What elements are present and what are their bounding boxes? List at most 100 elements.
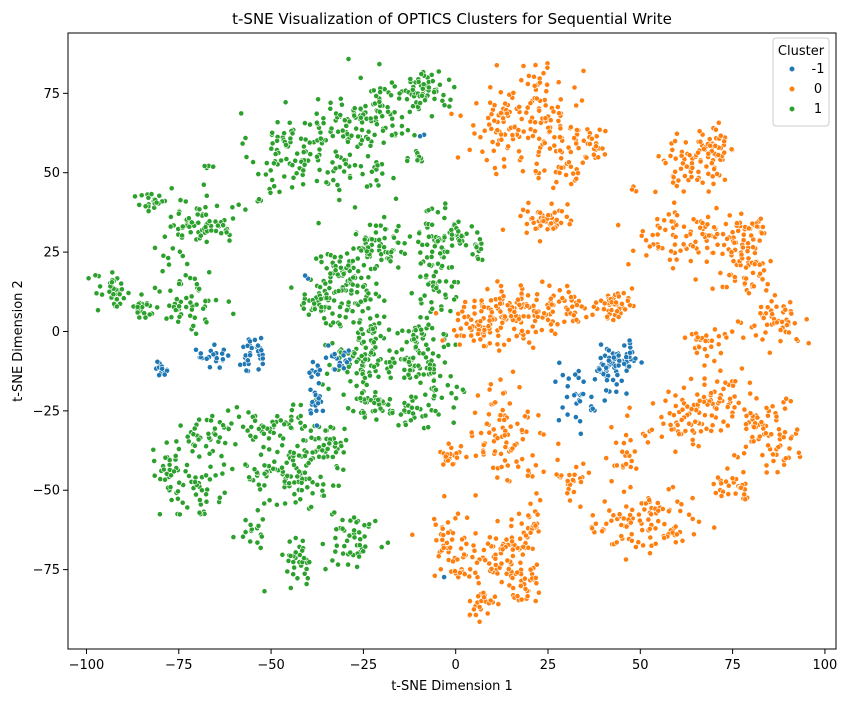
data-point (187, 299, 194, 306)
data-point (354, 282, 361, 289)
data-point (326, 362, 333, 368)
data-point (350, 408, 357, 414)
data-point (547, 117, 554, 124)
data-point (296, 468, 302, 475)
data-point (329, 310, 336, 317)
data-point (661, 521, 668, 527)
data-point (163, 315, 170, 322)
data-point (353, 382, 360, 389)
data-point (452, 515, 459, 522)
data-point (520, 206, 526, 213)
data-point (355, 268, 362, 275)
data-point (385, 108, 391, 115)
data-point (741, 450, 747, 457)
data-point (261, 500, 268, 507)
data-point (564, 394, 570, 400)
data-point (459, 308, 466, 315)
data-point (288, 407, 295, 413)
data-point (475, 255, 482, 262)
data-point (793, 336, 800, 343)
data-point (636, 511, 642, 518)
data-point (345, 405, 352, 412)
data-point (358, 247, 365, 254)
data-point (410, 336, 417, 343)
data-point (376, 108, 383, 115)
data-point (441, 574, 447, 580)
data-point (738, 484, 744, 491)
data-point (257, 486, 263, 493)
data-point (328, 125, 335, 132)
data-point (389, 115, 396, 122)
data-point (492, 562, 499, 568)
x-axis: −100 −75 −50 −25 0 25 50 75 100 (69, 649, 837, 673)
data-point (469, 251, 476, 258)
data-point (344, 537, 350, 544)
data-point (520, 128, 527, 135)
data-point (632, 355, 639, 362)
data-point (777, 338, 784, 344)
data-point (627, 437, 634, 444)
data-point (321, 315, 328, 322)
data-point (510, 90, 517, 96)
data-point (339, 525, 346, 532)
data-point (573, 102, 580, 109)
data-point (395, 264, 402, 271)
data-point (360, 283, 367, 290)
data-point (697, 158, 704, 165)
data-point (769, 311, 776, 317)
data-point (340, 352, 347, 359)
data-point (497, 412, 504, 419)
data-point (717, 367, 724, 374)
data-point (524, 472, 531, 479)
data-point (559, 404, 566, 411)
data-point (287, 585, 294, 591)
data-point (714, 171, 720, 177)
data-point (326, 285, 333, 291)
data-point (597, 355, 604, 361)
data-point (689, 495, 696, 501)
data-point (501, 432, 508, 439)
data-point (146, 311, 153, 318)
data-point (350, 245, 357, 252)
data-point (475, 580, 482, 586)
data-point (437, 250, 444, 257)
data-point (603, 387, 610, 394)
data-point (156, 192, 163, 199)
data-point (517, 583, 524, 589)
data-point (495, 332, 502, 339)
data-point (769, 403, 776, 410)
data-point (524, 302, 531, 309)
data-point (513, 458, 520, 465)
data-point (229, 204, 236, 211)
data-point (402, 421, 409, 428)
data-point (467, 566, 474, 573)
data-point (620, 290, 627, 296)
data-point (143, 301, 150, 308)
data-point (515, 463, 522, 470)
data-point (381, 214, 388, 220)
data-point (715, 474, 721, 481)
data-point (652, 540, 659, 547)
data-point (682, 139, 689, 146)
data-point (448, 111, 455, 117)
data-point (477, 318, 484, 325)
data-point (319, 541, 326, 547)
data-point (468, 332, 475, 339)
data-point (688, 406, 695, 412)
data-point (773, 303, 780, 310)
data-point (340, 449, 347, 456)
data-point (274, 449, 281, 455)
data-point (621, 342, 628, 349)
data-point (671, 199, 678, 206)
data-point (225, 407, 231, 414)
data-point (433, 285, 440, 291)
data-point (407, 76, 414, 82)
data-point (674, 422, 681, 428)
data-point (458, 443, 464, 450)
data-point (350, 319, 357, 326)
data-point (200, 181, 207, 188)
data-point (320, 115, 327, 122)
data-point (440, 545, 447, 551)
data-point (742, 496, 749, 503)
data-point (258, 451, 264, 458)
